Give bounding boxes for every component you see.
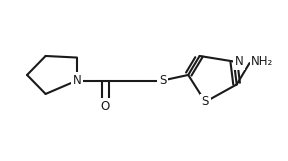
Text: NH₂: NH₂ [251, 55, 273, 68]
Text: N: N [73, 74, 81, 87]
Text: N: N [235, 55, 243, 68]
Text: S: S [202, 95, 209, 108]
Text: S: S [159, 74, 166, 87]
Text: O: O [101, 100, 110, 113]
